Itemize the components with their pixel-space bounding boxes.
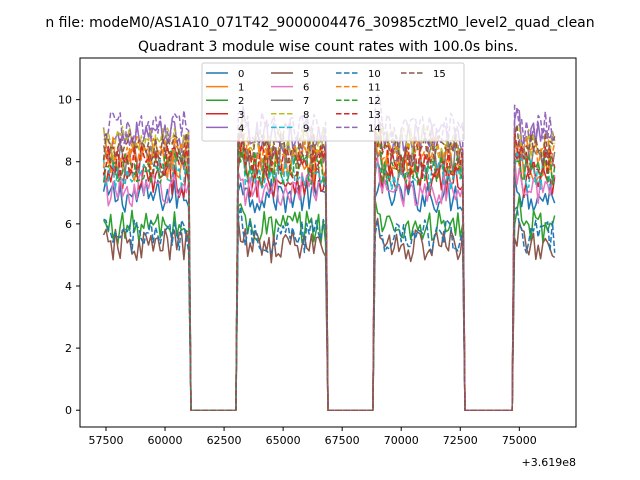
legend-label-13: 13 [368, 110, 381, 121]
y-tick-label: 8 [65, 156, 72, 169]
legend-label-6: 6 [303, 83, 309, 94]
legend-label-0: 0 [238, 69, 244, 80]
y-tick-label: 0 [65, 404, 72, 417]
x-tick-label: 62500 [207, 434, 242, 447]
chart-suptitle: n file: modeM0/AS1A10_071T42_9000004476_… [45, 15, 594, 31]
x-tick-label: 57500 [88, 434, 123, 447]
x-tick-label: 67500 [325, 434, 360, 447]
y-axis: 0 2 4 6 8 10 [58, 94, 80, 417]
y-tick-label: 4 [65, 280, 72, 293]
legend-box [201, 62, 465, 142]
chart-title: Quadrant 3 module wise count rates with … [138, 39, 518, 55]
plot-frame [79, 57, 577, 428]
legend-label-15: 15 [433, 69, 446, 80]
legend-label-1: 1 [238, 83, 244, 94]
y-tick-label: 2 [65, 342, 72, 355]
x-tick-label: 70000 [384, 434, 419, 447]
legend-label-2: 2 [238, 96, 244, 107]
x-tick-label: 65000 [266, 434, 301, 447]
y-tick-label: 6 [65, 218, 72, 231]
series-line-15 [102, 121, 556, 411]
legend-label-11: 11 [368, 83, 381, 94]
legend-label-4: 4 [238, 123, 244, 134]
legend-label-5: 5 [303, 69, 309, 80]
legend-label-12: 12 [368, 96, 381, 107]
x-axis-offset-label: +3.619e8 [522, 456, 576, 469]
legend-label-14: 14 [368, 123, 381, 134]
legend-label-8: 8 [303, 110, 309, 121]
x-tick-label: 72500 [443, 434, 478, 447]
legend-label-9: 9 [303, 123, 309, 134]
series-layer [102, 94, 556, 411]
y-tick-label: 10 [58, 94, 72, 107]
legend-label-10: 10 [368, 69, 381, 80]
legend-label-7: 7 [303, 96, 309, 107]
x-tick-label: 75000 [502, 434, 537, 447]
legend-label-3: 3 [238, 110, 244, 121]
x-tick-label: 60000 [148, 434, 183, 447]
x-axis: 57500 60000 62500 65000 67500 70000 72500 75000 [88, 427, 537, 447]
